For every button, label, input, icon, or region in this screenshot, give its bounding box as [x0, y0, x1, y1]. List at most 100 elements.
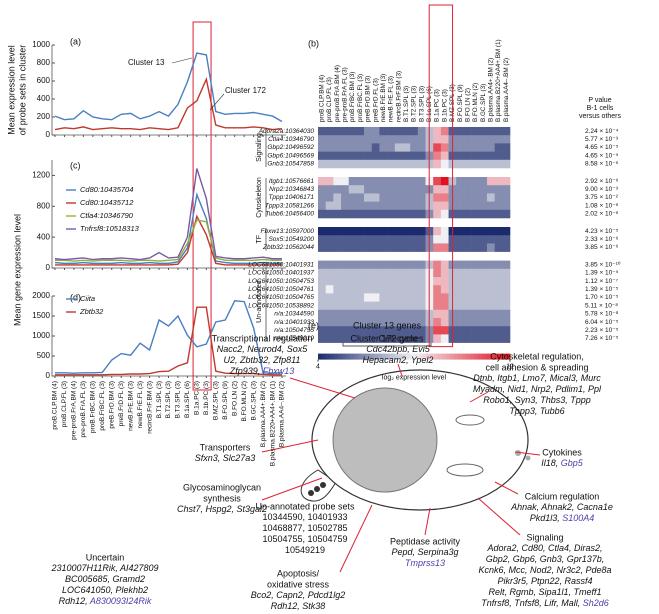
heat-cell [387, 193, 396, 202]
panel-label: (c) [70, 160, 81, 170]
heat-cell [479, 293, 488, 302]
heat-cell [502, 177, 511, 186]
heat-cell [333, 227, 342, 236]
colorbar-step [414, 353, 419, 360]
heat-cell [371, 177, 380, 186]
group-title: Glycosaminoglycan [183, 482, 261, 492]
heat-cell [371, 151, 380, 161]
column-label: B.T3.SPL (3) [418, 86, 425, 122]
heat-cell [494, 177, 503, 186]
gene-line: Relt, Rgmb, Sipa1l1, Tmeff1 [488, 587, 601, 597]
colorbar-step [430, 353, 435, 360]
heat-cell [486, 318, 495, 327]
heat-cell [341, 127, 350, 136]
row-label: Nrp2:10346843 [269, 186, 314, 193]
series-line [55, 306, 282, 376]
column-label: proB.FrBC.BM (3) [349, 72, 356, 122]
heat-cell [371, 326, 380, 335]
heat-cell [486, 243, 495, 252]
heat-cell [387, 209, 396, 219]
heat-cell [379, 309, 388, 319]
heat-cell [318, 326, 326, 335]
row-label: LOC641050:10504761 [248, 286, 314, 293]
heat-cell [440, 151, 449, 161]
column-label: B.T2.SPL (3) [411, 86, 418, 122]
x-tick-label: B.plasma.B220+AA4+.BM (1) [269, 381, 276, 466]
column-label: pre-proB.FrA.BM (4) [334, 65, 341, 122]
heat-cell [440, 293, 449, 302]
heat-cell [456, 293, 465, 302]
group-label: Un-annotated [256, 280, 263, 323]
series-line [54, 192, 282, 265]
heat-cell [325, 177, 334, 186]
heat-cell [348, 235, 357, 244]
heat-cell [341, 177, 350, 186]
heat-cell [417, 185, 426, 194]
heat-cell [364, 127, 373, 136]
heat-cell [440, 326, 449, 335]
heat-cell [325, 318, 334, 327]
pvalue-header: versus others [579, 113, 622, 120]
heat-cell [494, 260, 503, 270]
heat-cell [471, 301, 480, 311]
heat-cell [356, 209, 365, 219]
leader-line [469, 391, 489, 403]
cytokine-dot [515, 450, 521, 456]
heat-cell [341, 334, 350, 343]
heat-cell [417, 334, 426, 343]
heat-cell [402, 243, 411, 252]
heat-cell [417, 309, 426, 319]
group-title: Transcriptional regulation [212, 333, 313, 343]
p-value: 9.00 × 10⁻³ [585, 186, 619, 193]
gene-line: Hepacam2, Ypel2 [363, 355, 434, 365]
group-title: Cytokines [542, 447, 582, 457]
heat-cell [341, 243, 350, 252]
heat-cell [463, 260, 472, 270]
heat-cell [479, 326, 488, 335]
gene-line: 10504755, 10504759 [262, 534, 347, 544]
heat-cell [318, 309, 326, 319]
heat-cell [402, 135, 411, 144]
heat-cell [410, 151, 419, 161]
gene: Pkd1l3, [530, 513, 563, 523]
heat-cell [494, 201, 503, 211]
heat-cell [410, 177, 419, 186]
transporter-dot [308, 490, 314, 496]
gene-line: Myadm, Nid1, Nrp2, Pdlim1, Ppl [473, 384, 602, 394]
heat-cell [433, 285, 442, 294]
legend-label: Ciita [80, 294, 95, 303]
heat-cell [410, 201, 419, 211]
colorbar-step [458, 353, 463, 360]
heat-cell [318, 285, 326, 294]
gene: 2310007H11Rik, AI427809 [50, 563, 158, 573]
heat-cell [387, 318, 396, 327]
x-tick-label: pre-proB.FrA.FL (3) [80, 381, 87, 437]
heat-cell [348, 185, 357, 194]
heat-cell [387, 151, 396, 161]
heat-cell [479, 285, 488, 294]
heat-cell [486, 235, 495, 244]
heat-cell [341, 185, 350, 194]
heat-cell [410, 334, 419, 343]
heat-cell [348, 318, 357, 327]
gene: BC005685, Gramd2 [65, 574, 145, 584]
heat-cell [318, 135, 326, 144]
heat-cell [494, 293, 503, 302]
heat-cell [364, 293, 373, 302]
column-label: pre-proB.FrA.FL (3) [342, 67, 349, 122]
heat-cell [402, 201, 411, 211]
heat-cell [325, 334, 334, 343]
heat-cell [371, 243, 380, 252]
gene-line: Gbp2, Gbp6, Gnb3, Gpr137b, [486, 554, 605, 564]
heat-cell [402, 326, 411, 335]
gene: Kcnk6, Mcc, Nod2, Nr3c2, Pde8a [478, 565, 611, 575]
heat-cell [486, 193, 495, 202]
heat-cell [471, 151, 480, 161]
p-value: 5.77 × 10⁻³ [585, 136, 619, 143]
heat-cell [471, 209, 480, 219]
gene: 10549219 [285, 545, 325, 555]
gene: Pikr3r5, Ptpn22, Rassf4 [497, 576, 592, 586]
y-tick-label: 1500 [32, 311, 50, 320]
heat-cell [387, 260, 396, 270]
